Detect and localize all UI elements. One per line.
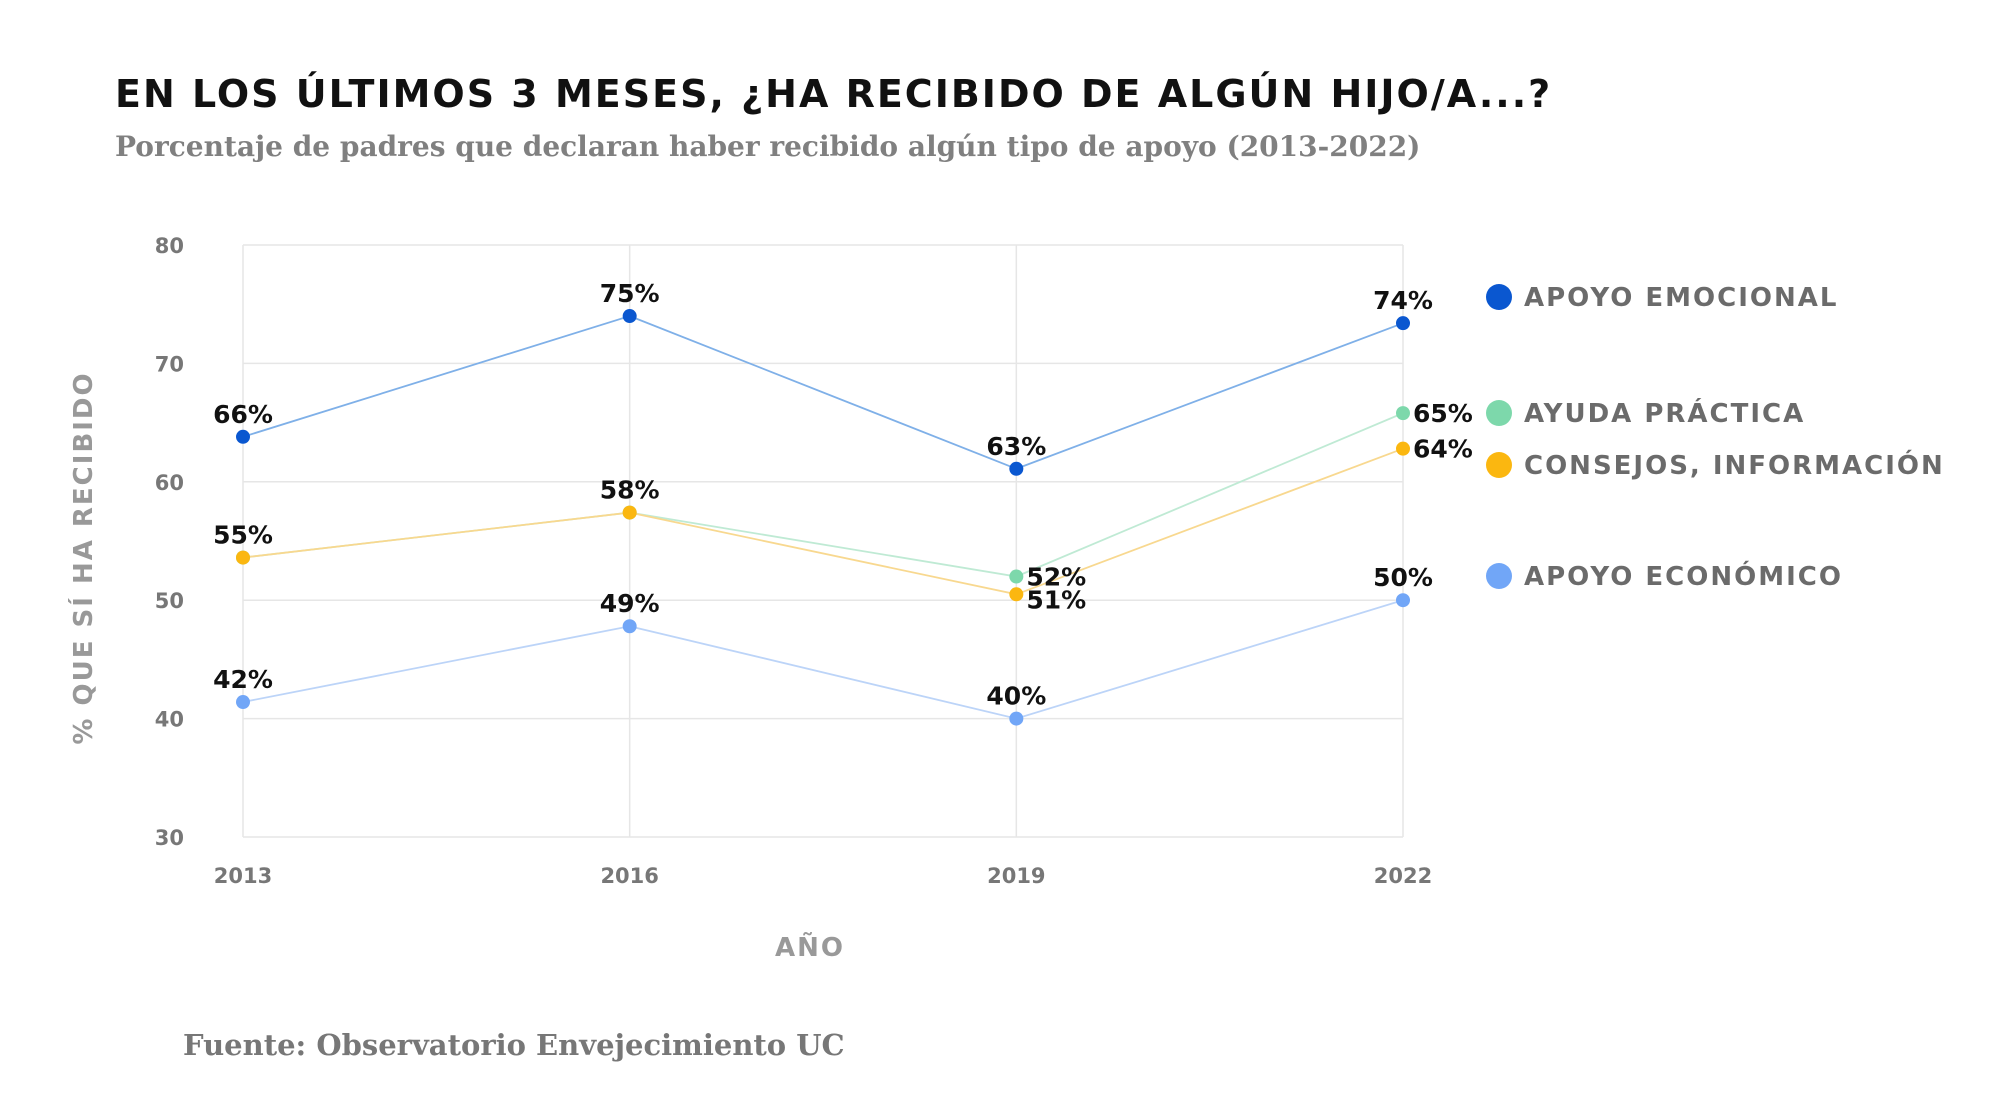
data-point-consejos-informacion xyxy=(236,550,250,565)
series xyxy=(236,309,1410,726)
legend-swatch-apoyo-emocional xyxy=(1486,284,1512,310)
grid xyxy=(242,244,1404,838)
data-point-apoyo-emocional xyxy=(1396,316,1410,331)
y-axis-ticks: 30 40 50 60 70 80 xyxy=(155,234,184,850)
data-label-apoyo-economico: 40% xyxy=(986,682,1046,711)
data-point-apoyo-emocional xyxy=(622,309,637,324)
legend-label-apoyo-emocional: APOYO EMOCIONAL xyxy=(1524,283,1838,313)
x-tick-label: 2016 xyxy=(600,864,658,888)
series-line-ayuda-practica xyxy=(242,412,1404,578)
series-line-consejos-informacion xyxy=(242,447,1404,596)
data-point-consejos-informacion xyxy=(1009,587,1024,602)
x-tick-label: 2019 xyxy=(987,864,1045,888)
data-labels: 66% 75% 63% 74% 52% 65% 55% 58% 51% 64% 42% 49% 40% 5… xyxy=(213,279,1473,711)
source-note: Fuente: Observatorio Envejecimiento UC xyxy=(183,1028,845,1062)
chart-subtitle: Porcentaje de padres que declaran haber … xyxy=(115,130,1421,163)
y-tick-label: 30 xyxy=(155,826,184,850)
y-tick-label: 70 xyxy=(155,352,184,376)
x-axis-ticks: 2013 2016 2019 2022 xyxy=(214,864,1432,888)
series-line-apoyo-emocional xyxy=(242,315,1404,470)
x-tick-label: 2022 xyxy=(1374,864,1432,888)
data-label-apoyo-emocional: 75% xyxy=(600,279,660,308)
data-point-apoyo-economico xyxy=(1009,711,1024,726)
data-point-ayuda-practica xyxy=(1009,569,1024,584)
data-point-consejos-informacion xyxy=(622,505,637,520)
legend-label-apoyo-economico: APOYO ECONÓMICO xyxy=(1524,560,1843,592)
legend-label-consejos-informacion: CONSEJOS, INFORMACIÓN xyxy=(1524,449,1945,481)
data-label-consejos-informacion: 64% xyxy=(1413,435,1473,464)
legend-label-ayuda-practica: AYUDA PRÁCTICA xyxy=(1524,397,1805,429)
data-point-consejos-informacion xyxy=(1396,441,1410,456)
legend-swatch-apoyo-economico xyxy=(1486,563,1512,589)
data-label-apoyo-economico: 42% xyxy=(213,665,273,694)
data-label-apoyo-emocional: 74% xyxy=(1373,286,1433,315)
y-tick-label: 40 xyxy=(155,708,184,732)
series-line-apoyo-economico xyxy=(242,599,1404,720)
data-point-apoyo-economico xyxy=(236,695,250,710)
legend-swatch-consejos-informacion xyxy=(1486,452,1512,478)
legend: APOYO EMOCIONAL AYUDA PRÁCTICA CONSEJOS, I… xyxy=(1486,283,1945,592)
data-label-apoyo-economico: 49% xyxy=(600,589,660,618)
data-label-consejos-informacion: 55% xyxy=(213,521,273,550)
data-point-apoyo-emocional xyxy=(1009,461,1024,476)
y-tick-label: 60 xyxy=(155,471,184,495)
data-point-apoyo-emocional xyxy=(236,429,250,444)
data-point-ayuda-practica xyxy=(1396,406,1410,421)
data-label-ayuda-practica: 65% xyxy=(1413,399,1473,428)
chart-title: EN LOS ÚLTIMOS 3 MESES, ¿HA RECIBIDO DE … xyxy=(115,72,1553,116)
y-tick-label: 50 xyxy=(155,589,184,613)
legend-swatch-ayuda-practica xyxy=(1486,400,1512,426)
data-label-consejos-informacion: 58% xyxy=(600,476,660,505)
data-label-apoyo-emocional: 66% xyxy=(213,400,273,429)
y-axis-title: % QUE SÍ HA RECIBIDO xyxy=(67,371,99,744)
data-point-apoyo-economico xyxy=(622,619,637,634)
data-point-apoyo-economico xyxy=(1396,593,1410,608)
y-tick-label: 80 xyxy=(155,234,184,258)
x-tick-label: 2013 xyxy=(214,864,272,888)
data-label-ayuda-practica: 52% xyxy=(1026,563,1086,592)
data-label-apoyo-emocional: 63% xyxy=(986,432,1046,461)
x-axis-title: AÑO xyxy=(775,931,845,963)
data-label-consejos-informacion: 51% xyxy=(1026,585,1086,614)
data-label-apoyo-economico: 50% xyxy=(1373,563,1433,592)
